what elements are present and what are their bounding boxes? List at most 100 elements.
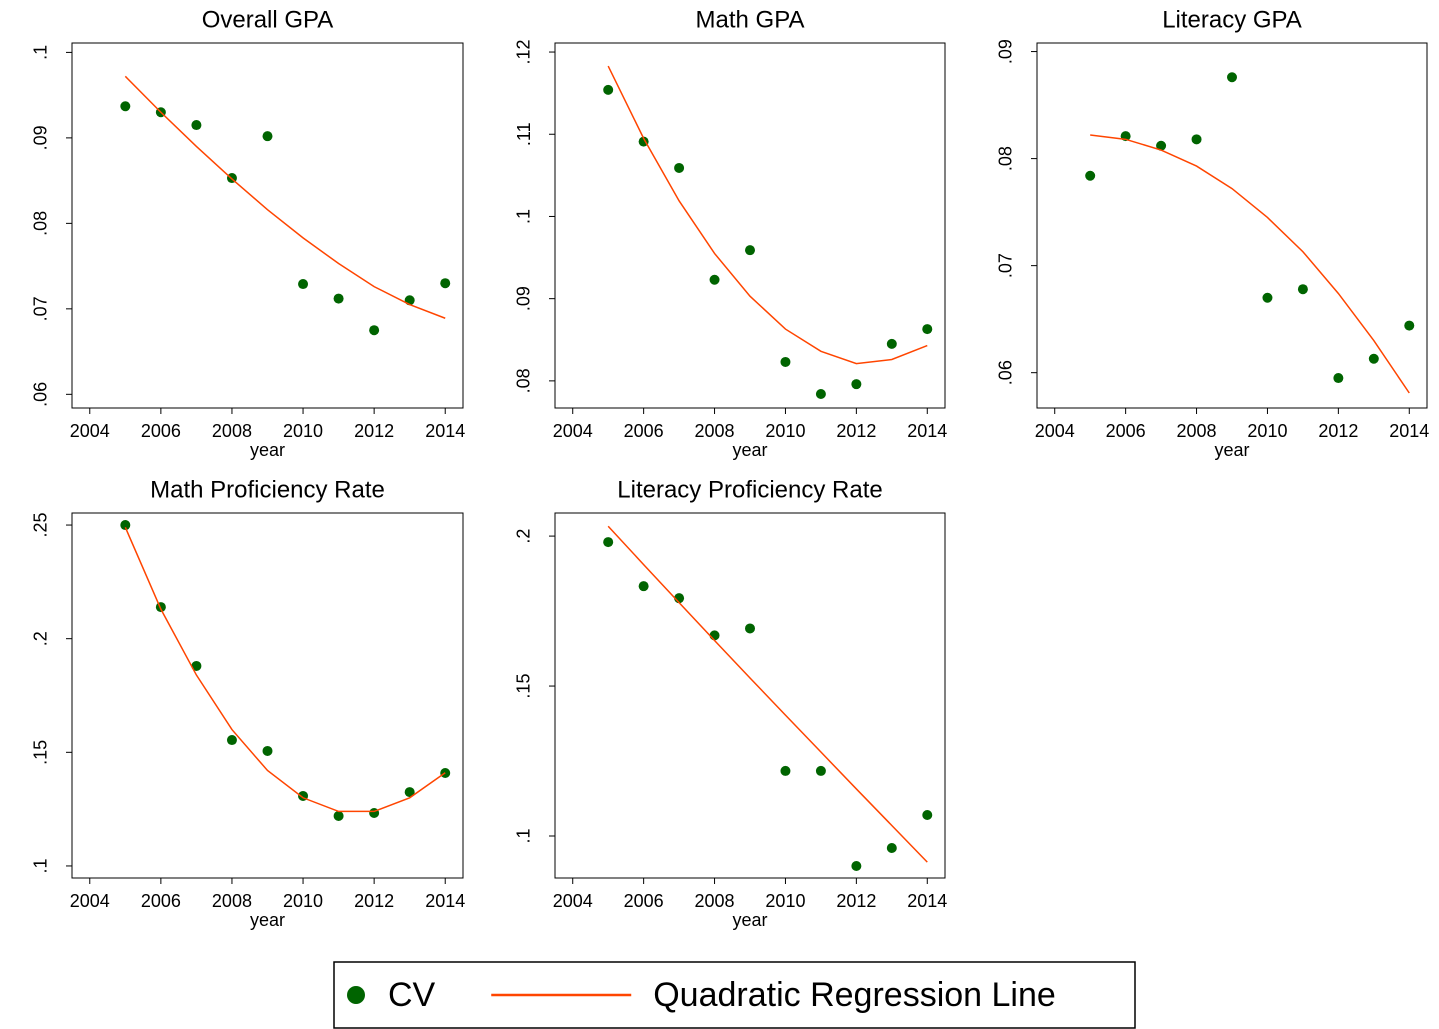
x-tick-label: 2004 (553, 891, 593, 911)
plot-frame (71, 42, 464, 409)
cv-point (333, 293, 344, 304)
cv-point (851, 379, 862, 390)
cv-point (745, 245, 755, 256)
y-tick-label: .1 (31, 858, 51, 873)
cv-point (120, 101, 131, 112)
x-tick-label: 2010 (765, 421, 805, 441)
fit-line (124, 75, 446, 319)
cv-point (922, 810, 933, 821)
cv-point (922, 324, 933, 335)
y-tick-label: .2 (514, 529, 534, 544)
fit-line (607, 65, 928, 365)
cv-point (226, 735, 237, 746)
cv-point (333, 810, 344, 821)
cv-point (674, 162, 685, 173)
cv-point (815, 389, 826, 400)
legend-label: Quadratic Regression Line (653, 976, 1056, 1014)
y-tick-label: .08 (514, 368, 534, 393)
x-axis-label: year (1214, 440, 1249, 460)
legend-label: CV (388, 976, 436, 1014)
cv-point (745, 623, 755, 634)
chart-title: Literacy Proficiency Rate (617, 476, 882, 503)
x-axis-label: year (732, 910, 767, 930)
x-tick-label: 2010 (765, 891, 805, 911)
cv-point (1156, 140, 1167, 151)
cv-point (638, 581, 649, 592)
cv-point (1368, 353, 1379, 364)
cv-point (191, 120, 202, 131)
x-tick-label: 2014 (425, 421, 465, 441)
y-tick-label: .06 (31, 382, 51, 407)
y-tick-label: .09 (514, 286, 534, 311)
legend-point (347, 986, 365, 1004)
x-tick-label: 2012 (354, 421, 394, 441)
y-tick-label: .1 (514, 209, 534, 224)
y-tick-label: .25 (31, 513, 51, 538)
x-tick-label: 2014 (425, 891, 465, 911)
x-tick-label: 2008 (695, 421, 735, 441)
plot-frame (1036, 42, 1428, 409)
y-tick-label: .15 (514, 674, 534, 699)
x-tick-label: 2006 (624, 891, 664, 911)
x-axis-label: year (250, 440, 285, 460)
y-tick-label: .09 (996, 39, 1016, 64)
y-tick-label: .08 (996, 146, 1016, 171)
x-tick-label: 2014 (1389, 421, 1429, 441)
legend-box (333, 961, 1136, 1029)
x-axis-label: year (250, 910, 285, 930)
cv-point (120, 520, 131, 531)
x-tick-label: 2012 (354, 891, 394, 911)
cv-point (780, 356, 791, 367)
cv-point (262, 131, 273, 142)
y-tick-label: .12 (514, 40, 534, 65)
x-axis-label: year (732, 440, 767, 460)
x-tick-label: 2006 (141, 421, 181, 441)
cv-point (369, 325, 380, 336)
chart-title: Math Proficiency Rate (150, 476, 385, 503)
x-tick-label: 2006 (141, 891, 181, 911)
plot-frame (554, 512, 946, 879)
x-tick-label: 2004 (70, 421, 110, 441)
y-tick-label: .15 (31, 740, 51, 765)
y-tick-label: .2 (31, 631, 51, 646)
cv-point (1297, 284, 1308, 295)
chart-title: Math GPA (696, 6, 805, 33)
y-tick-label: .06 (996, 360, 1016, 385)
x-tick-label: 2012 (1318, 421, 1358, 441)
chart-title: Overall GPA (202, 6, 334, 33)
y-tick-label: .07 (996, 253, 1016, 278)
y-tick-label: .09 (31, 125, 51, 150)
chart-title: Literacy GPA (1162, 6, 1302, 33)
plot-frame (554, 42, 946, 409)
fit-line (124, 527, 446, 813)
cv-point (780, 765, 791, 776)
cv-point (709, 630, 720, 641)
x-tick-label: 2008 (212, 891, 252, 911)
cv-point (815, 765, 826, 776)
x-tick-label: 2004 (553, 421, 593, 441)
cv-point (1191, 134, 1202, 145)
cv-point (191, 660, 202, 671)
cv-point (886, 843, 897, 854)
x-tick-label: 2014 (907, 421, 947, 441)
x-tick-label: 2014 (907, 891, 947, 911)
plot-frame (71, 512, 464, 879)
x-tick-label: 2004 (70, 891, 110, 911)
fit-line (607, 525, 928, 863)
cv-point (298, 279, 309, 290)
x-tick-label: 2010 (283, 891, 323, 911)
y-tick-label: .1 (31, 45, 51, 60)
cv-point (262, 745, 273, 756)
cv-point (1262, 292, 1273, 303)
cv-point (603, 537, 614, 548)
cv-point (1085, 170, 1096, 181)
x-tick-label: 2010 (1247, 421, 1287, 441)
cv-point (404, 787, 415, 798)
x-tick-label: 2010 (283, 421, 323, 441)
x-tick-label: 2008 (1177, 421, 1217, 441)
x-tick-label: 2012 (836, 891, 876, 911)
y-tick-label: .08 (31, 211, 51, 236)
x-tick-label: 2004 (1035, 421, 1075, 441)
